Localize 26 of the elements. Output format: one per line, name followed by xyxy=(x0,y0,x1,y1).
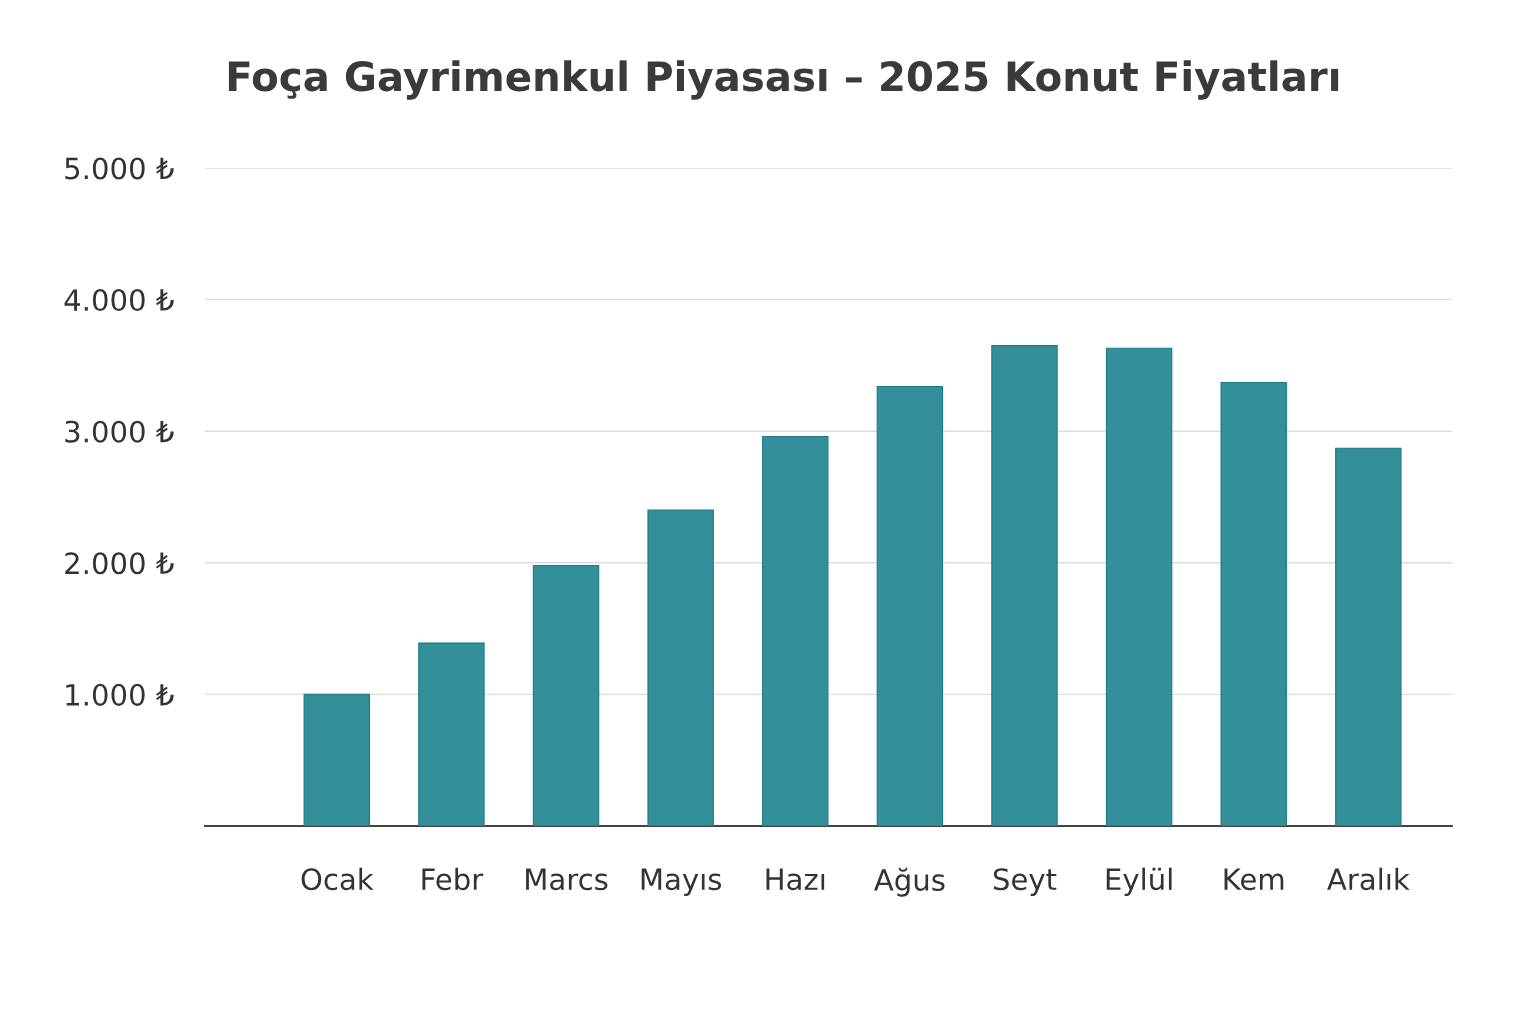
bar xyxy=(418,642,485,826)
x-tick-label: Ocak xyxy=(301,867,374,891)
bar xyxy=(991,345,1058,826)
x-tick-label: Febr xyxy=(422,867,484,891)
bar xyxy=(762,435,829,826)
x-tick-label: Aralık xyxy=(1327,867,1410,891)
x-tick-label: Mayıs xyxy=(641,868,722,896)
bar xyxy=(647,509,714,826)
bar xyxy=(876,385,944,826)
y-tick-label: 4.000 ₺ xyxy=(64,289,174,312)
x-tick-label: Eylül xyxy=(1106,867,1172,896)
bar xyxy=(1220,381,1287,826)
y-tick-label: 1.000 ₺ xyxy=(66,683,174,706)
x-tick-label: Ağus xyxy=(874,867,945,897)
y-tick-label: 5.000 ₺ xyxy=(65,157,174,180)
bar xyxy=(303,693,371,826)
y-tick-label: 2.000 ₺ xyxy=(65,552,174,575)
x-tick-label: Seyt xyxy=(993,868,1057,896)
bar xyxy=(1335,447,1402,826)
bar xyxy=(532,564,600,826)
x-tick-label: Kem xyxy=(1224,868,1284,891)
chart-title: Foça Gayrimenkul Piyasası – 2025 Konut Fiyatları xyxy=(228,60,1339,100)
bar xyxy=(1105,347,1173,826)
x-tick-label: Hazı xyxy=(766,868,825,891)
x-tick-label: Marcs xyxy=(526,868,608,891)
y-tick-label: 3.000 ₺ xyxy=(65,420,174,443)
